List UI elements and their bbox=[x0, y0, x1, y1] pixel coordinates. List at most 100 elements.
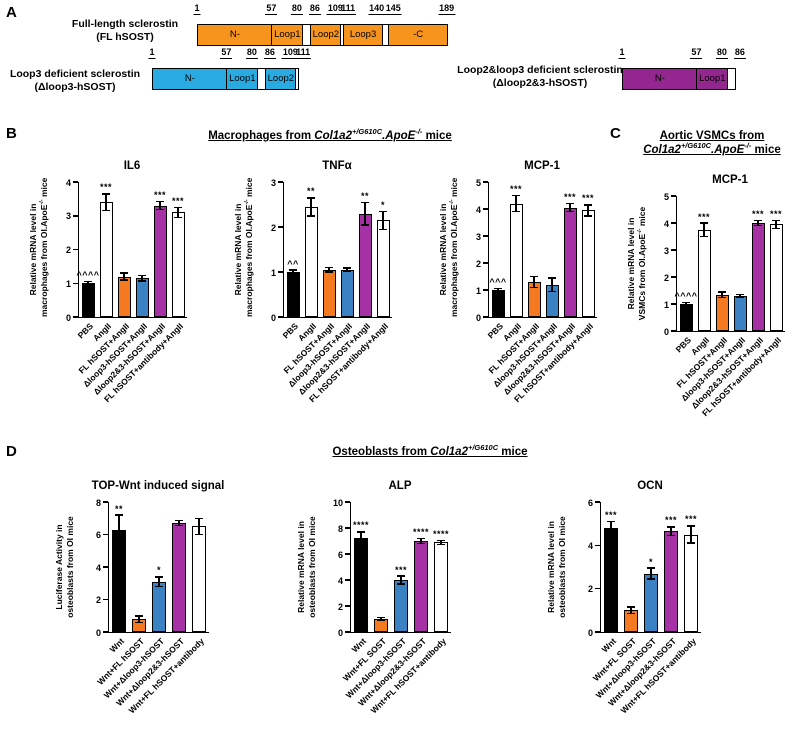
residue-number: 80 bbox=[290, 3, 303, 15]
error-bar-cap bbox=[289, 273, 297, 275]
panel-d-header: Osteoblasts from Col1a2+/G610C mice bbox=[238, 443, 622, 459]
residue-number: 86 bbox=[263, 47, 276, 59]
chart-b-tnfa: TNFα Relative mRNA level in macrophages fr… bbox=[227, 150, 459, 450]
error-bar-cap bbox=[155, 585, 163, 588]
y-tick-mark bbox=[483, 316, 488, 318]
residue-number: 86 bbox=[733, 47, 746, 59]
y-tick-mark bbox=[671, 222, 676, 224]
error-bar-cap bbox=[548, 277, 556, 279]
error-bar-line bbox=[159, 201, 161, 210]
error-bar-line bbox=[158, 576, 160, 587]
y-axis-label-line: Relative mRNA level in bbox=[28, 203, 38, 296]
error-bar-cap bbox=[607, 520, 615, 523]
y-axis-label-line: osteoblasts from OI mice bbox=[306, 516, 317, 618]
y-tick-mark bbox=[73, 181, 78, 183]
text-segment: +/G610C bbox=[467, 443, 499, 453]
y-tick-mark bbox=[483, 262, 488, 264]
error-bar-cap bbox=[379, 210, 387, 212]
y-tick-mark bbox=[345, 501, 350, 503]
error-bar-line bbox=[141, 275, 143, 281]
error-bar-cap bbox=[175, 524, 183, 527]
construct-name-dloop3-hsost: Loop3 deficient sclerostin (Δloop3-hSOST) bbox=[5, 68, 145, 94]
bar-wnt-fl-hsost-antibody bbox=[192, 526, 206, 632]
y-axis-label-line: VSMCs from OI.ApoE-/- mice bbox=[636, 206, 647, 321]
y-axis-label-line: Relative mRNA level in bbox=[296, 521, 306, 613]
plot-area: 0 1 2 3 4 5 ^^^^ PBS *** AngII FL hSOST+AngII Δloop… bbox=[664, 192, 785, 418]
error-bar-cap bbox=[754, 219, 762, 222]
significance-label: ^^ bbox=[287, 258, 299, 269]
y-axis-label-line: macrophages from OI.ApoE-/- mice bbox=[38, 177, 49, 317]
y-tick-label: 0 bbox=[95, 627, 101, 638]
error-bar-cap bbox=[647, 578, 655, 580]
y-tick-label: 2 bbox=[270, 222, 276, 233]
y-tick-label: 3 bbox=[65, 211, 71, 222]
error-bar-cap bbox=[156, 200, 164, 203]
y-tick-mark bbox=[345, 631, 350, 633]
y-tick-label: 6 bbox=[95, 530, 101, 540]
y-tick-label: 0 bbox=[663, 326, 669, 337]
bar-wnt bbox=[354, 538, 368, 632]
chart-c-mcp1: MCP-1 Relative mRNA level in VSMCs from OI… bbox=[620, 164, 796, 464]
text-segment: Col1a2 bbox=[643, 144, 681, 157]
error-bar-cap bbox=[120, 272, 128, 274]
significance-label: *** bbox=[153, 190, 166, 201]
panel-a-construct-diagrams: Full-length sclerostin (FL hSOST) N- Loop1 L… bbox=[0, 0, 796, 125]
residue-number: 189 bbox=[438, 3, 456, 15]
y-tick-mark bbox=[483, 181, 488, 183]
y-tick-label: 3 bbox=[663, 245, 669, 256]
text-segment: mice bbox=[498, 446, 528, 458]
y-tick-label: 2 bbox=[95, 595, 101, 605]
error-bar-cap bbox=[174, 216, 182, 219]
error-bar-cap bbox=[156, 208, 164, 211]
y-axis-label-line: osteoblasts from OI mice bbox=[64, 516, 75, 618]
error-bar-cap bbox=[174, 206, 182, 209]
construct-segment-n: N- bbox=[152, 68, 228, 90]
bar-angii bbox=[304, 206, 318, 317]
bar-fl-hsost-antibody-angii bbox=[769, 224, 783, 331]
bar--loop2-3-hsost-angii bbox=[358, 213, 372, 317]
y-tick-mark bbox=[671, 303, 676, 305]
error-bar-cap bbox=[195, 533, 203, 536]
construct-segment-n: N- bbox=[197, 24, 273, 46]
y-axis-label: Relative mRNA level in macrophages from O… bbox=[438, 178, 459, 317]
error-bar-cap bbox=[530, 275, 538, 278]
bar-pbs bbox=[286, 272, 300, 317]
y-tick-label: 8 bbox=[337, 523, 343, 534]
y-tick-label: 6 bbox=[587, 497, 593, 508]
y-axis-label-line: macrophages from OI.ApoE-/- mice bbox=[243, 177, 254, 317]
error-bar-cap bbox=[647, 567, 655, 569]
error-bar-cap bbox=[530, 286, 538, 289]
plot-area: 0 2 4 6 *** Wnt Wnt+FL SOST * Wnt+Δloop3-hSOST **… bbox=[588, 498, 701, 715]
chart-d-ocn: OCN Relative mRNA level in osteoblasts fro… bbox=[540, 466, 772, 741]
construct-segment-loop2: Loop2 bbox=[264, 68, 297, 90]
text-segment: ApoE bbox=[385, 130, 416, 142]
y-tick-label: 2 bbox=[663, 272, 669, 283]
residue-number: 86 bbox=[308, 3, 321, 15]
error-bar-line bbox=[440, 540, 442, 545]
error-bar-line bbox=[178, 520, 180, 526]
y-tick-label: 1 bbox=[663, 299, 669, 310]
error-bar-line bbox=[533, 276, 535, 288]
bar--loop2-3-hsost-angii bbox=[563, 207, 577, 317]
significance-label: *** bbox=[509, 184, 522, 194]
y-tick-mark bbox=[671, 249, 676, 251]
construct-name-line: Loop2&loop3 deficient sclerostin bbox=[457, 64, 623, 76]
chart-title: TOP-Wnt induced signal bbox=[91, 480, 225, 492]
plot-area: 0 1 2 3 4 ^^^^ PBS *** AngII FL hSOST+AngII Δloop3… bbox=[66, 178, 187, 404]
construct-segment-gap bbox=[295, 68, 300, 90]
y-tick-label: 2 bbox=[587, 584, 593, 595]
error-bar-line bbox=[382, 211, 384, 230]
error-bar-cap bbox=[772, 219, 780, 222]
y-tick-label: 2 bbox=[337, 601, 343, 612]
header-line: Aortic VSMCs from bbox=[628, 129, 796, 143]
error-bar-cap bbox=[377, 619, 385, 622]
construct-name-line: Full-length sclerostin bbox=[71, 18, 179, 30]
significance-label: *** bbox=[581, 193, 594, 204]
error-bar-cap bbox=[361, 201, 369, 203]
panel-b-header: Macrophages from Col1a2+/G610C.ApoE-/- m… bbox=[168, 128, 492, 143]
error-bar-cap bbox=[437, 543, 445, 545]
y-tick-label: 4 bbox=[663, 218, 669, 229]
error-bar-cap bbox=[512, 210, 520, 213]
y-tick-label: 5 bbox=[475, 177, 481, 188]
